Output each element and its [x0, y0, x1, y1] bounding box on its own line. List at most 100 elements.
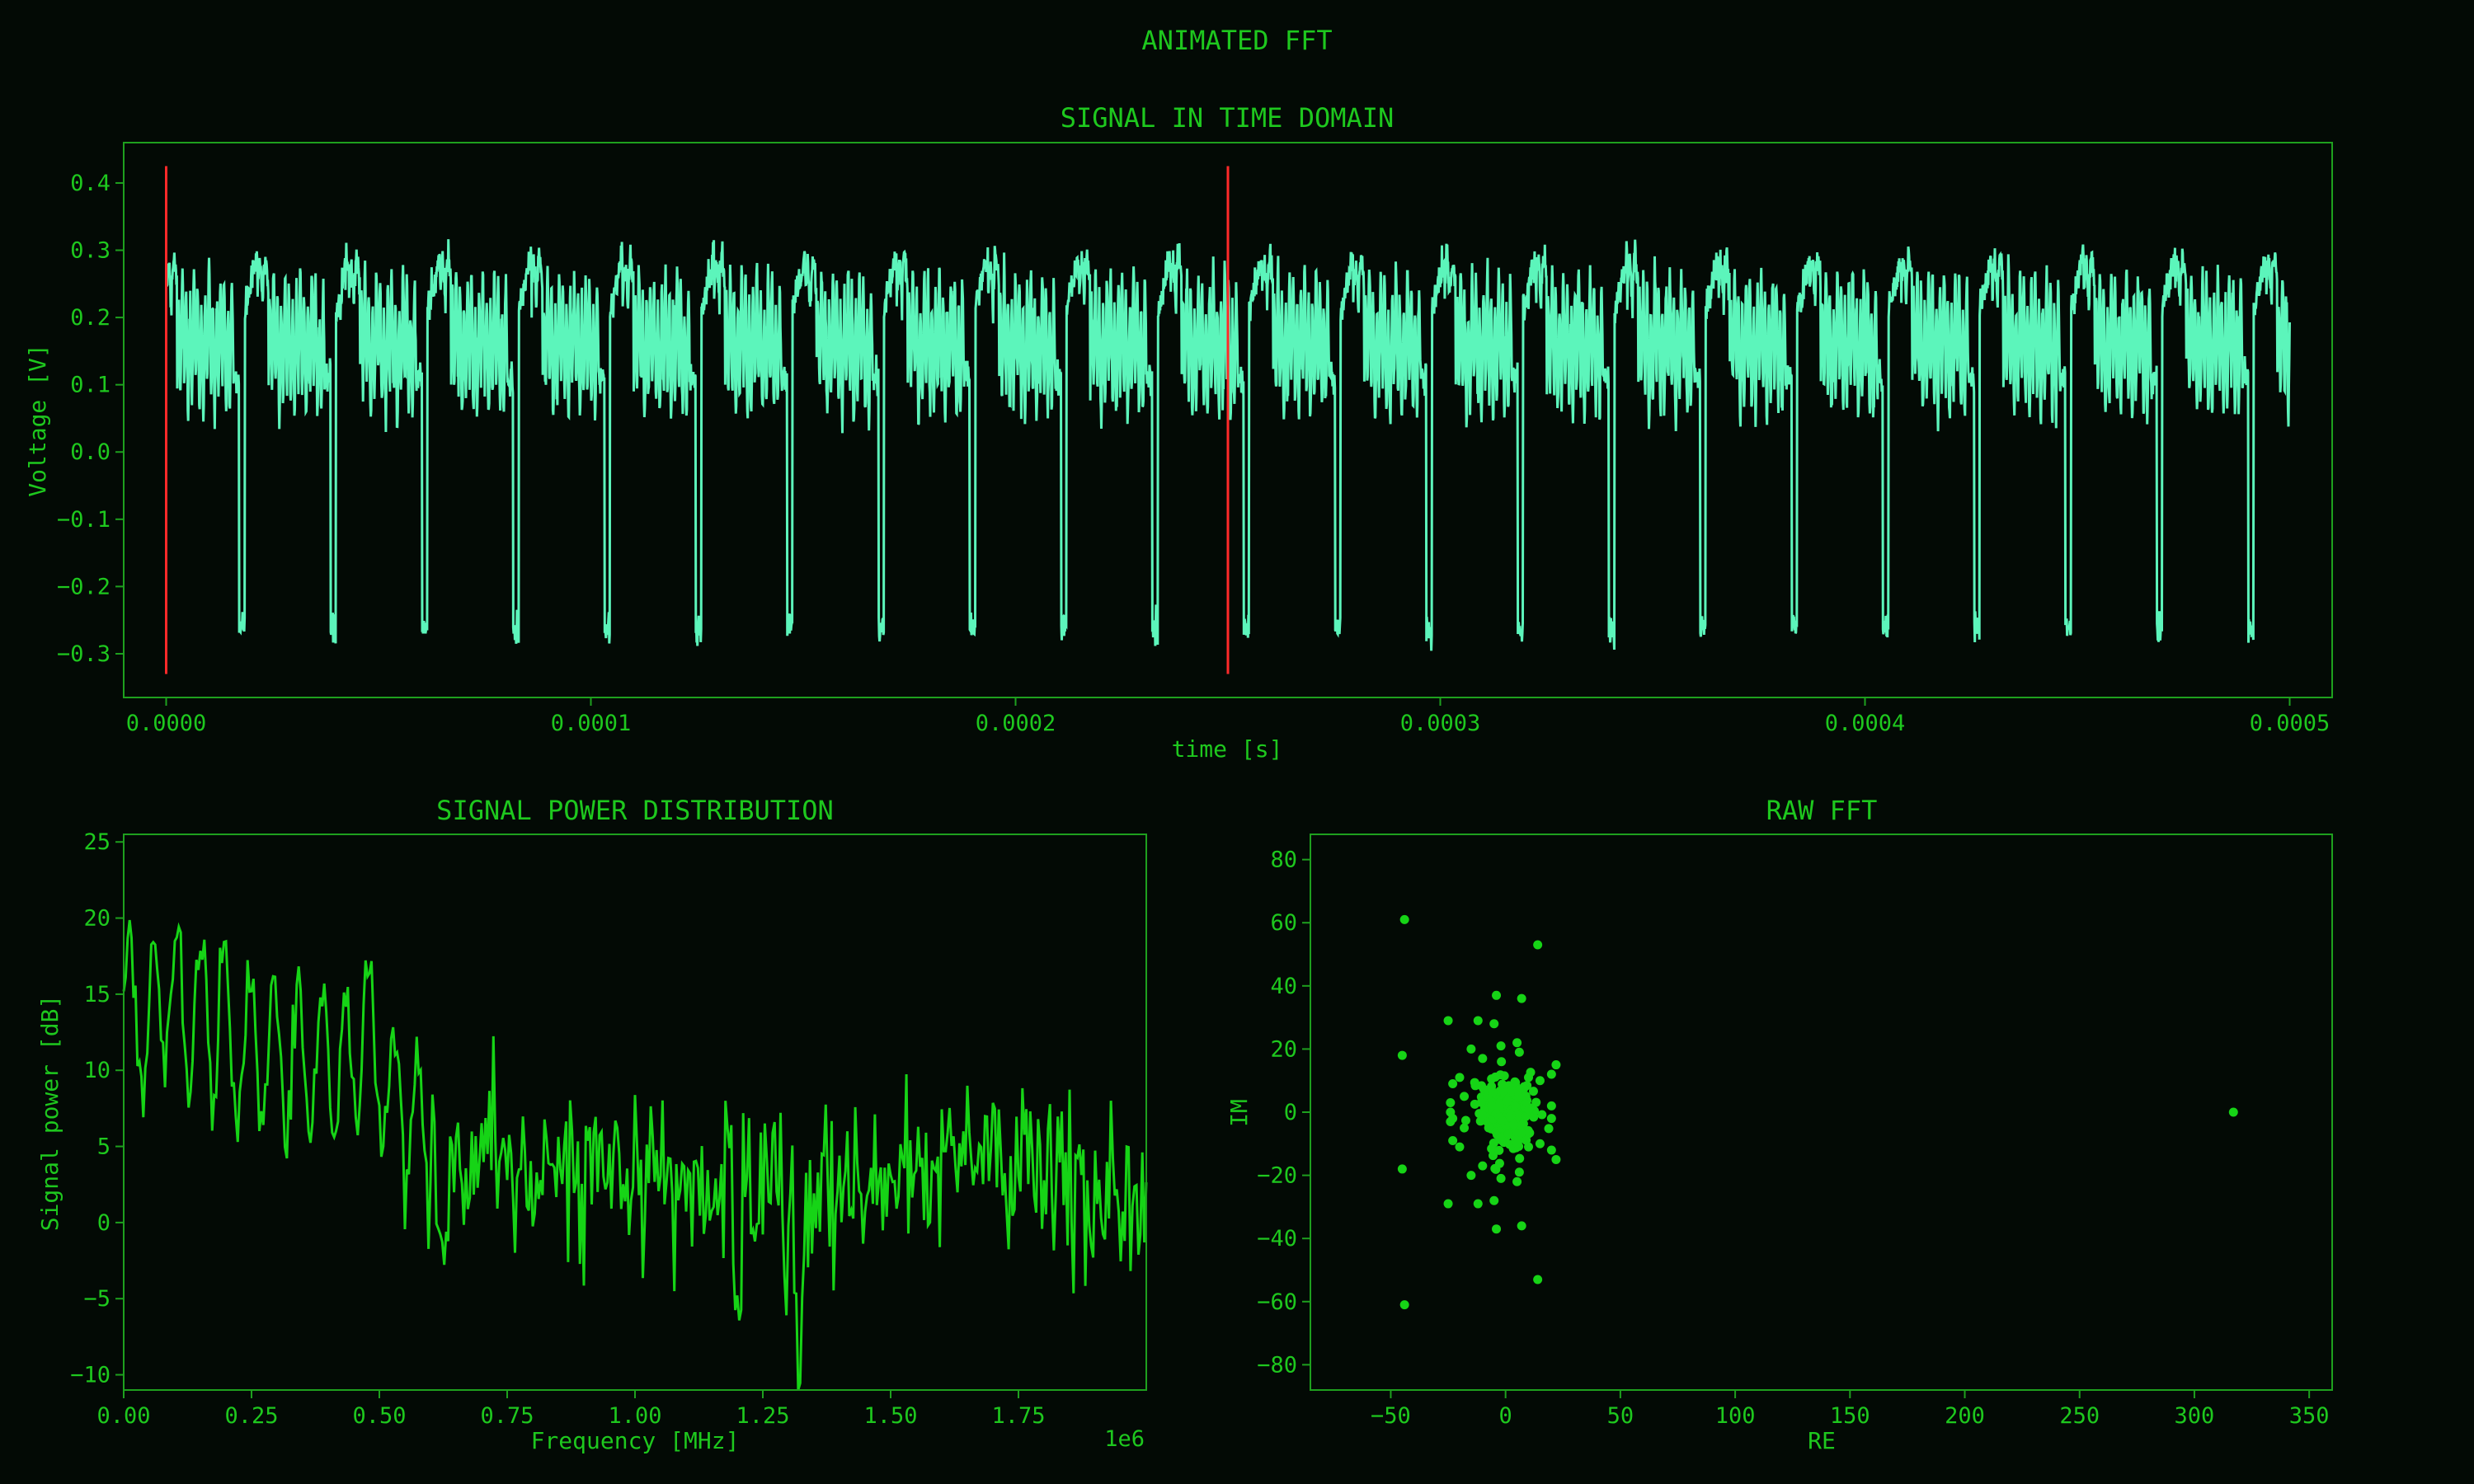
raw-fft-point [1397, 1164, 1407, 1174]
raw-fft-title: RAW FFT [1766, 795, 1878, 826]
raw-fft-point [1397, 1050, 1407, 1060]
raw-fft-y-tick-label: 40 [1270, 974, 1297, 999]
raw-fft-point [1512, 1111, 1522, 1120]
raw-fft-point [1524, 1142, 1534, 1152]
time-domain-x-tick-label: 0.0000 [126, 711, 207, 736]
raw-fft-point [1496, 1173, 1506, 1183]
time-domain-y-tick-label: −0.3 [57, 641, 111, 667]
raw-fft-point [1535, 1139, 1545, 1148]
time-domain-y-tick-label: 0.2 [70, 305, 111, 331]
power-distribution-x-tick-label: 1.75 [991, 1403, 1045, 1429]
raw-fft-x-tick-label: 100 [1715, 1403, 1756, 1429]
raw-fft-y-tick-label: −40 [1257, 1226, 1297, 1252]
raw-fft-panel: RAW FFT −50 0 50 100 150 200 250 300 350 −80−60−… [1225, 795, 2333, 1454]
raw-fft-point [1443, 1016, 1453, 1026]
raw-fft-point [1494, 1145, 1504, 1155]
power-distribution-x-tick-label: 0.25 [224, 1403, 278, 1429]
raw-fft-y-ticks: −80 −60 −40 −20 0 20 40 60 80 [1257, 848, 1310, 1378]
power-distribution-y-tick-label: 5 [97, 1134, 111, 1160]
power-distribution-y-tick-label: 15 [83, 982, 111, 1007]
power-distribution-x-tick-label: 0.50 [352, 1403, 406, 1429]
raw-fft-point [2228, 1107, 2238, 1117]
power-distribution-y-label: Signal power [dB] [36, 995, 63, 1232]
raw-fft-point [1512, 1176, 1522, 1186]
time-domain-x-label: time [s] [1172, 735, 1283, 763]
raw-fft-point [1446, 1098, 1456, 1108]
power-distribution-x-tick-label: 0.00 [96, 1403, 150, 1429]
time-domain-x-tick-label: 0.0004 [1825, 711, 1906, 736]
raw-fft-point [1517, 1128, 1526, 1138]
raw-fft-y-tick-label: 20 [1270, 1036, 1297, 1062]
time-domain-x-ticks: 0.0000 0.0001 0.0002 0.0003 0.0004 0.0005 [126, 697, 2330, 736]
raw-fft-y-tick-label: 60 [1270, 910, 1297, 936]
raw-fft-point [1486, 1083, 1496, 1093]
raw-fft-point [1487, 1101, 1497, 1111]
raw-fft-point [1460, 1123, 1470, 1133]
time-domain-y-tick-label: 0.1 [70, 373, 111, 398]
raw-fft-x-tick-label: 300 [2175, 1403, 2215, 1429]
raw-fft-point [1503, 1097, 1512, 1106]
raw-fft-x-tick-label: 50 [1607, 1403, 1634, 1429]
raw-fft-point [1443, 1199, 1453, 1209]
raw-fft-point [1509, 1120, 1519, 1129]
raw-fft-point [1448, 1114, 1458, 1124]
time-domain-plot-area [165, 166, 2291, 674]
time-domain-y-tick-label: 0.0 [70, 439, 111, 465]
raw-fft-point [1479, 1084, 1489, 1094]
raw-fft-point [1490, 1072, 1500, 1082]
raw-fft-point [1521, 1092, 1531, 1101]
raw-fft-y-label: IM [1225, 1099, 1253, 1127]
time-domain-title: SIGNAL IN TIME DOMAIN [1061, 102, 1395, 134]
time-domain-panel: SIGNAL IN TIME DOMAIN 0.0000 0.0001 0.0002… [24, 102, 2333, 763]
power-distribution-plot-area [122, 919, 1148, 1391]
raw-fft-point [1399, 914, 1409, 924]
raw-fft-point [1514, 1167, 1524, 1177]
raw-fft-point [1466, 1171, 1476, 1181]
raw-fft-point [1478, 1161, 1488, 1171]
power-distribution-x-tick-label: 1.25 [736, 1403, 789, 1429]
raw-fft-point [1546, 1145, 1556, 1155]
raw-fft-point [1524, 1073, 1534, 1082]
raw-fft-x-tick-label: 200 [1945, 1403, 1985, 1429]
power-distribution-x-offset: 1e6 [1104, 1426, 1145, 1452]
raw-fft-point [1488, 1151, 1498, 1161]
time-domain-frame [123, 142, 2333, 698]
raw-fft-y-tick-label: 0 [1284, 1100, 1297, 1125]
raw-fft-point [1551, 1060, 1561, 1070]
raw-fft-x-tick-label: 250 [2059, 1403, 2100, 1429]
raw-fft-x-tick-label: 0 [1499, 1403, 1512, 1429]
raw-fft-point [1489, 1195, 1499, 1205]
raw-fft-point [1529, 1112, 1539, 1122]
raw-fft-frame [1310, 834, 2333, 1391]
raw-fft-point [1512, 1139, 1522, 1148]
raw-fft-point [1531, 1097, 1541, 1107]
raw-fft-point [1476, 1097, 1486, 1107]
raw-fft-point [1512, 1038, 1522, 1048]
power-distribution-y-tick-label: −5 [83, 1286, 111, 1312]
raw-fft-point [1466, 1044, 1476, 1054]
raw-fft-x-label: RE [1808, 1427, 1836, 1454]
raw-fft-point [1515, 1153, 1525, 1163]
raw-fft-point [1546, 1101, 1556, 1111]
raw-fft-y-tick-label: 80 [1270, 848, 1297, 873]
raw-fft-y-tick-label: −20 [1257, 1163, 1297, 1189]
power-distribution-y-ticks: −10 −5 0 5 10 15 20 25 [70, 829, 124, 1388]
raw-fft-point [1544, 1124, 1554, 1134]
raw-fft-point [1489, 1019, 1499, 1029]
power-distribution-y-tick-label: 0 [97, 1210, 111, 1236]
raw-fft-point [1448, 1135, 1458, 1145]
raw-fft-plot-area [1397, 914, 2238, 1310]
time-domain-y-ticks: −0.3 −0.2 −0.1 0.0 0.1 0.2 0.3 0.4 [57, 171, 124, 667]
power-distribution-y-tick-label: 20 [83, 906, 111, 932]
raw-fft-point [1448, 1079, 1458, 1089]
power-distribution-title: SIGNAL POWER DISTRIBUTION [436, 795, 834, 826]
time-domain-y-tick-label: 0.4 [70, 171, 111, 196]
raw-fft-point [1496, 1041, 1506, 1051]
raw-fft-x-ticks: −50 0 50 100 150 200 250 300 350 [1371, 1390, 2330, 1429]
raw-fft-point [1517, 1221, 1526, 1231]
raw-fft-point [1528, 1087, 1538, 1097]
time-domain-x-tick-label: 0.0002 [976, 711, 1056, 736]
raw-fft-point [1537, 1110, 1547, 1120]
figure-title: ANIMATED FFT [1141, 25, 1332, 56]
